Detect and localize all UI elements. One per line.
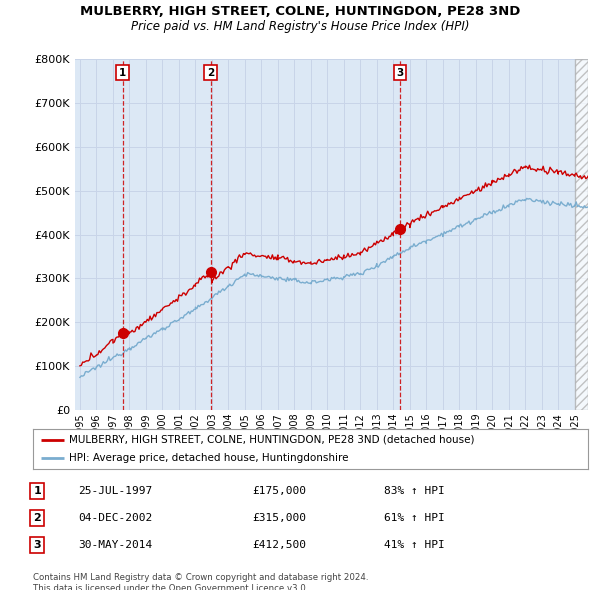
Text: Contains HM Land Registry data © Crown copyright and database right 2024.
This d: Contains HM Land Registry data © Crown c… [33,573,368,590]
Text: 04-DEC-2002: 04-DEC-2002 [78,513,152,523]
Text: 41% ↑ HPI: 41% ↑ HPI [384,540,445,550]
Text: £412,500: £412,500 [252,540,306,550]
Text: 1: 1 [34,486,41,496]
Text: £175,000: £175,000 [252,486,306,496]
Text: 25-JUL-1997: 25-JUL-1997 [78,486,152,496]
Text: 30-MAY-2014: 30-MAY-2014 [78,540,152,550]
Text: HPI: Average price, detached house, Huntingdonshire: HPI: Average price, detached house, Hunt… [69,453,349,463]
Text: £315,000: £315,000 [252,513,306,523]
Text: 3: 3 [34,540,41,550]
Text: MULBERRY, HIGH STREET, COLNE, HUNTINGDON, PE28 3ND: MULBERRY, HIGH STREET, COLNE, HUNTINGDON… [80,5,520,18]
Text: 83% ↑ HPI: 83% ↑ HPI [384,486,445,496]
Text: 2: 2 [207,68,214,78]
Bar [575,59,588,410]
Text: 61% ↑ HPI: 61% ↑ HPI [384,513,445,523]
Text: 3: 3 [397,68,404,78]
Text: 2: 2 [34,513,41,523]
Text: Price paid vs. HM Land Registry's House Price Index (HPI): Price paid vs. HM Land Registry's House … [131,20,469,33]
Text: 1: 1 [119,68,126,78]
Text: MULBERRY, HIGH STREET, COLNE, HUNTINGDON, PE28 3ND (detached house): MULBERRY, HIGH STREET, COLNE, HUNTINGDON… [69,435,475,445]
